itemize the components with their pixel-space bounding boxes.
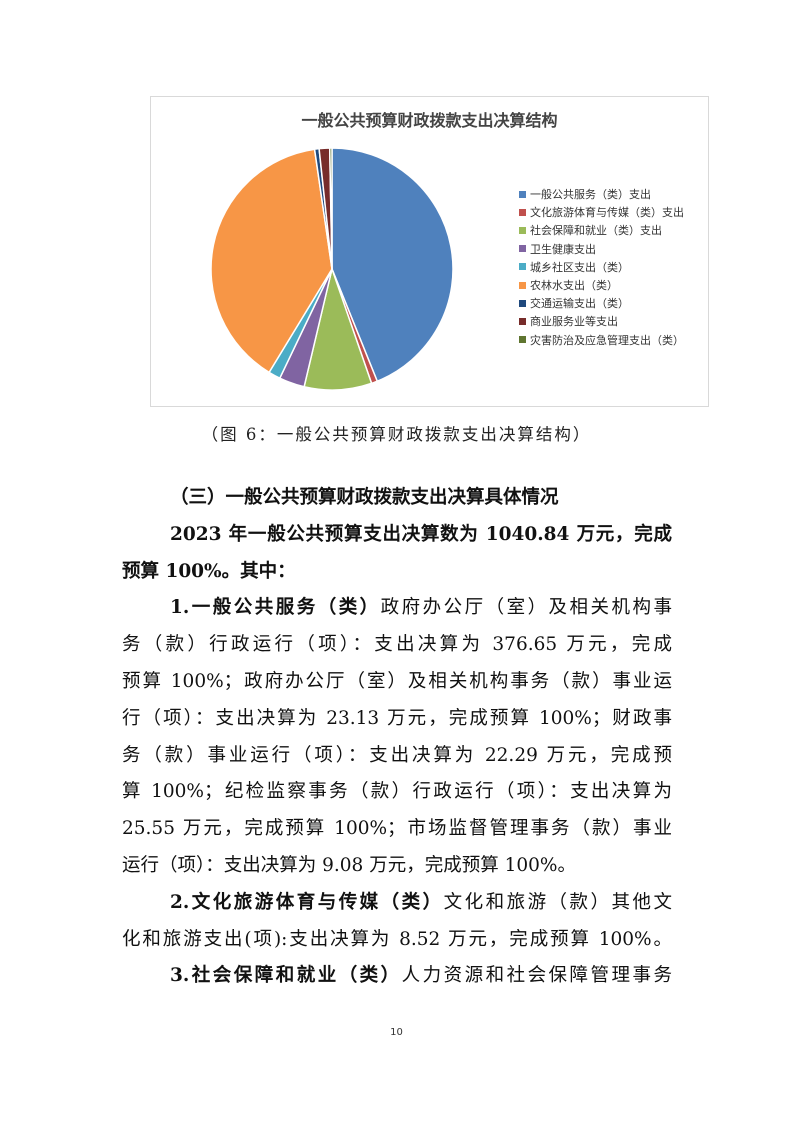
text-line: 2023 年一般公共预算支出决算数为 1040.84 万元，完成 xyxy=(170,517,672,554)
body-text: （三）一般公共预算财政拨款支出决算具体情况 2023 年一般公共预算支出决算数为 … xyxy=(122,480,672,995)
paragraph-text: 运行（项）：支出决算为 9.08 万元，完成预算 100%。 xyxy=(122,854,576,876)
legend-label: 商业服务业等支出 xyxy=(530,315,618,329)
legend-label: 文化旅游体育与传媒（类）支出 xyxy=(530,206,684,220)
pie-slice-5 xyxy=(210,148,333,374)
paragraph-text: 文化和旅游（款）其他文 xyxy=(443,891,672,913)
paragraph-text: 算 100%；纪检监察事务（款）行政运行（项）：支出决算为 xyxy=(122,781,672,803)
legend-label: 卫生健康支出 xyxy=(530,242,596,256)
paragraph-text: 政府办公厅（室）及相关机构事 xyxy=(380,597,672,619)
legend-item: 商业服务业等支出 xyxy=(519,312,684,330)
legend-item: 一般公共服务（类）支出 xyxy=(519,185,684,203)
legend-label: 灾害防治及应急管理支出（类） xyxy=(530,333,684,347)
pie-chart: 一般公共预算财政拨款支出决算结构 一般公共服务（类）支出文化旅游体育与传媒（类）… xyxy=(150,96,709,407)
text-line: 化和旅游支出(项):支出决算为 8.52 万元，完成预算 100%。 xyxy=(122,922,672,959)
text-line: 25.55 万元，完成预算 100%；市场监督管理事务（款）事业 xyxy=(122,811,672,848)
legend-swatch xyxy=(519,190,526,198)
legend-item: 卫生健康支出 xyxy=(519,240,684,258)
legend-label: 交通运输支出（类） xyxy=(530,297,629,311)
paragraph-text: 25.55 万元，完成预算 100%；市场监督管理事务（款）事业 xyxy=(122,818,672,840)
legend-swatch xyxy=(519,226,526,234)
pie-slice-8 xyxy=(328,147,333,270)
text-line: 行（项）：支出决算为 23.13 万元，完成预算 100%；财政事 xyxy=(122,701,672,738)
legend-item: 农林水支出（类） xyxy=(519,276,684,294)
bold-heading-text: 2.文化旅游体育与传媒（类） xyxy=(170,891,444,913)
text-line: 务（款）行政运行（项）：支出决算为 376.65 万元，完成 xyxy=(122,627,672,664)
legend-swatch xyxy=(519,208,526,216)
chart-title: 一般公共预算财政拨款支出决算结构 xyxy=(301,111,558,130)
legend-swatch xyxy=(519,245,526,253)
text-line: 运行（项）：支出决算为 9.08 万元，完成预算 100%。 xyxy=(122,848,672,885)
page-number: 10 xyxy=(390,1027,403,1038)
legend-swatch xyxy=(519,317,526,325)
paragraph-text: 务（款）事业运行（项）：支出决算为 22.29 万元，完成预 xyxy=(122,744,672,766)
legend-item: 交通运输支出（类） xyxy=(519,294,684,312)
text-line: 算 100%；纪检监察事务（款）行政运行（项）：支出决算为 xyxy=(122,774,672,811)
text-line: 预算 100%。其中： xyxy=(122,554,672,591)
bold-heading-text: （三）一般公共预算财政拨款支出决算具体情况 xyxy=(170,487,559,508)
paragraph-text: 务（款）行政运行（项）：支出决算为 376.65 万元，完成 xyxy=(122,634,672,656)
bold-heading-text: 3.社会保障和就业（类） xyxy=(170,965,402,987)
legend-item: 文化旅游体育与传媒（类）支出 xyxy=(519,203,684,221)
text-line: 3.社会保障和就业（类）人力资源和社会保障管理事务 xyxy=(170,958,672,995)
chart-legend: 一般公共服务（类）支出文化旅游体育与传媒（类）支出 社会保障和就业（类）支出 卫生健… xyxy=(519,185,684,349)
bold-heading-text: 2023 年一般公共预算支出决算数为 1040.84 万元，完成 xyxy=(170,523,672,545)
bold-heading-text: 1.一般公共服务（类） xyxy=(170,597,381,619)
figure-caption: （图 6：一般公共预算财政拨款支出决算结构） xyxy=(201,425,592,444)
paragraph-text: 行（项）：支出决算为 23.13 万元，完成预算 100%；财政事 xyxy=(122,707,672,729)
legend-label: 农林水支出（类） xyxy=(530,279,618,293)
legend-item: 社会保障和就业（类）支出 xyxy=(519,221,684,239)
legend-swatch xyxy=(519,281,526,289)
text-line: （三）一般公共预算财政拨款支出决算具体情况 xyxy=(170,480,672,517)
legend-swatch xyxy=(519,299,526,307)
legend-label: 一般公共服务（类）支出 xyxy=(530,188,651,202)
text-line: 务（款）事业运行（项）：支出决算为 22.29 万元，完成预 xyxy=(122,738,672,775)
legend-swatch xyxy=(519,263,526,271)
paragraph-text: 化和旅游支出(项):支出决算为 8.52 万元，完成预算 100%。 xyxy=(122,928,672,950)
legend-label: 城乡社区支出（类） xyxy=(530,260,629,274)
legend-swatch xyxy=(519,336,526,344)
legend-item: 城乡社区支出（类） xyxy=(519,258,684,276)
pie-plot xyxy=(210,147,454,391)
legend-label: 社会保障和就业（类）支出 xyxy=(530,224,662,238)
text-line: 预算 100%；政府办公厅（室）及相关机构事务（款）事业运 xyxy=(122,664,672,701)
pie-slice-0 xyxy=(331,147,454,383)
legend-item: 灾害防治及应急管理支出（类） xyxy=(519,331,684,349)
paragraph-text: 人力资源和社会保障管理事务 xyxy=(401,965,672,987)
text-line: 2.文化旅游体育与传媒（类）文化和旅游（款）其他文 xyxy=(170,885,672,922)
bold-heading-text: 预算 100%。其中： xyxy=(122,560,296,582)
paragraph-text: 预算 100%；政府办公厅（室）及相关机构事务（款）事业运 xyxy=(122,670,672,692)
text-line: 1.一般公共服务（类）政府办公厅（室）及相关机构事 xyxy=(170,590,672,627)
